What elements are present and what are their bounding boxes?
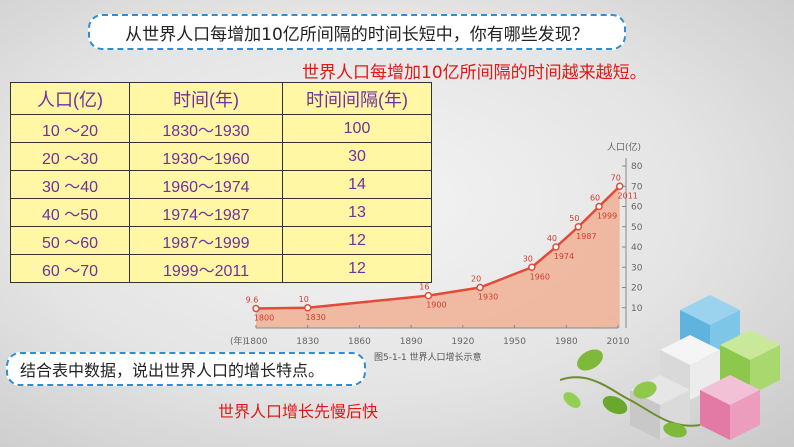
data-label-year: 1900 (426, 301, 446, 310)
y-axis-label: 人口(亿) (607, 141, 641, 153)
cell-interval: 14 (282, 170, 432, 199)
question-box: 从世界人口每增加10亿所间隔的时间长短中，你有哪些发现？ (88, 14, 626, 50)
cell-interval: 12 (282, 226, 432, 255)
data-point (252, 304, 260, 313)
answer-text-2: 世界人口增长先慢后快 (218, 402, 379, 421)
data-point (574, 223, 583, 231)
table-row: 40 〜50 1974〜1987 13 (10, 198, 432, 227)
data-label-population: 20 (471, 275, 481, 284)
data-point (424, 291, 433, 300)
data-label-year: 1830 (306, 313, 326, 322)
data-label-population: 9.6 (246, 296, 259, 305)
y-tick-label: 30 (631, 263, 643, 273)
data-label-year: 1800 (254, 314, 274, 323)
cell-population: 10 〜20 (10, 114, 130, 143)
data-label-population: 50 (569, 214, 579, 223)
task-text: 结合表中数据，说出世界人口的增长特点。 (20, 361, 325, 380)
cell-population: 30 〜40 (10, 170, 130, 199)
data-label-population: 10 (299, 295, 309, 304)
y-tick-label: 20 (631, 284, 643, 294)
x-tick-label: 1890 (400, 337, 423, 347)
x-tick-label: 1980 (555, 337, 578, 347)
cell-time: 1987〜1999 (129, 226, 283, 255)
y-tick-label: 60 (631, 203, 643, 213)
data-label-year: 1930 (478, 293, 498, 302)
vine-icon (560, 349, 701, 438)
cell-population: 50 〜60 (10, 226, 130, 255)
data-label-population: 30 (523, 254, 533, 263)
x-tick-label: 1950 (503, 337, 526, 347)
y-tick-label: 70 (631, 182, 643, 192)
table-header-row: 人口(亿) 时间(年) 时间间隔(年) (10, 82, 432, 115)
x-tick-label: 1860 (348, 337, 371, 347)
decorative-cubes-and-vine (560, 295, 780, 440)
x-axis-label: (年) (230, 335, 246, 347)
answer-text-1: 世界人口每增加10亿所间隔的时间越来越短。 (302, 63, 647, 83)
cell-time: 1830〜1930 (129, 114, 283, 143)
data-point (476, 283, 484, 292)
table-row: 20 〜30 1930〜1960 30 (10, 142, 432, 171)
data-label-population: 60 (590, 194, 600, 203)
data-label-year: 2011 (618, 191, 638, 200)
y-tick-label: 40 (631, 243, 643, 253)
data-label-year: 1974 (554, 252, 574, 261)
data-point (552, 243, 560, 251)
table-row: 10 〜20 1830〜1930 100 (10, 114, 432, 143)
table-row: 50 〜60 1987〜1999 12 (10, 226, 432, 255)
cube-cluster-icon (630, 295, 780, 440)
population-table: 人口(亿) 时间(年) 时间间隔(年) 10 〜20 1830〜1930 100 20… (10, 82, 432, 283)
x-tick-label: 1920 (451, 337, 474, 347)
chart-caption: 图5-1-1 世界人口增长示意 (374, 351, 482, 363)
header-population: 人口(亿) (10, 82, 130, 115)
task-box: 结合表中数据，说出世界人口的增长特点。 (6, 352, 366, 386)
header-time: 时间(年) (129, 82, 283, 115)
cell-time: 1974〜1987 (129, 198, 283, 227)
y-tick-label: 50 (631, 223, 643, 233)
data-point (595, 202, 603, 211)
data-label-population: 16 (419, 283, 429, 292)
x-tick-label: 1800 (245, 337, 268, 347)
data-label-population: 40 (547, 234, 557, 243)
table-row: 60 〜70 1999〜2011 12 (10, 254, 432, 283)
table-row: 30 〜40 1960〜1974 14 (10, 170, 432, 199)
data-label-year: 1987 (576, 232, 596, 241)
cell-interval: 100 (282, 114, 432, 143)
question-text: 从世界人口每增加10亿所间隔的时间长短中，你有哪些发现？ (125, 24, 589, 45)
population-area (256, 186, 620, 328)
cell-interval: 13 (282, 198, 432, 227)
data-label-population: 70 (611, 173, 621, 182)
data-label-year: 1999 (597, 212, 617, 221)
cell-time: 1999〜2011 (129, 254, 283, 283)
y-tick-label: 10 (631, 304, 643, 314)
cell-interval: 12 (282, 254, 432, 283)
data-point (303, 304, 312, 312)
y-tick-label: 80 (631, 162, 643, 172)
cell-population: 60 〜70 (10, 254, 130, 283)
cell-time: 1960〜1974 (129, 170, 283, 199)
header-interval: 时间间隔(年) (282, 82, 432, 115)
cell-interval: 30 (282, 142, 432, 171)
cell-population: 20 〜30 (10, 142, 130, 171)
population-chart-svg: (年)1800 1830 1860 1890 1920 1950 1980 2010人口(亿)… (230, 141, 643, 363)
cell-population: 40 〜50 (10, 198, 130, 227)
population-chart: (年) 1800 1830 1860 1890 1920 1950 1980 2010 人口(亿)… (226, 130, 646, 370)
x-tick-label: 2010 (607, 337, 630, 347)
data-label-year: 1960 (530, 272, 550, 281)
x-tick-label: 1830 (296, 337, 319, 347)
data-point (615, 182, 624, 190)
data-point (528, 263, 536, 271)
